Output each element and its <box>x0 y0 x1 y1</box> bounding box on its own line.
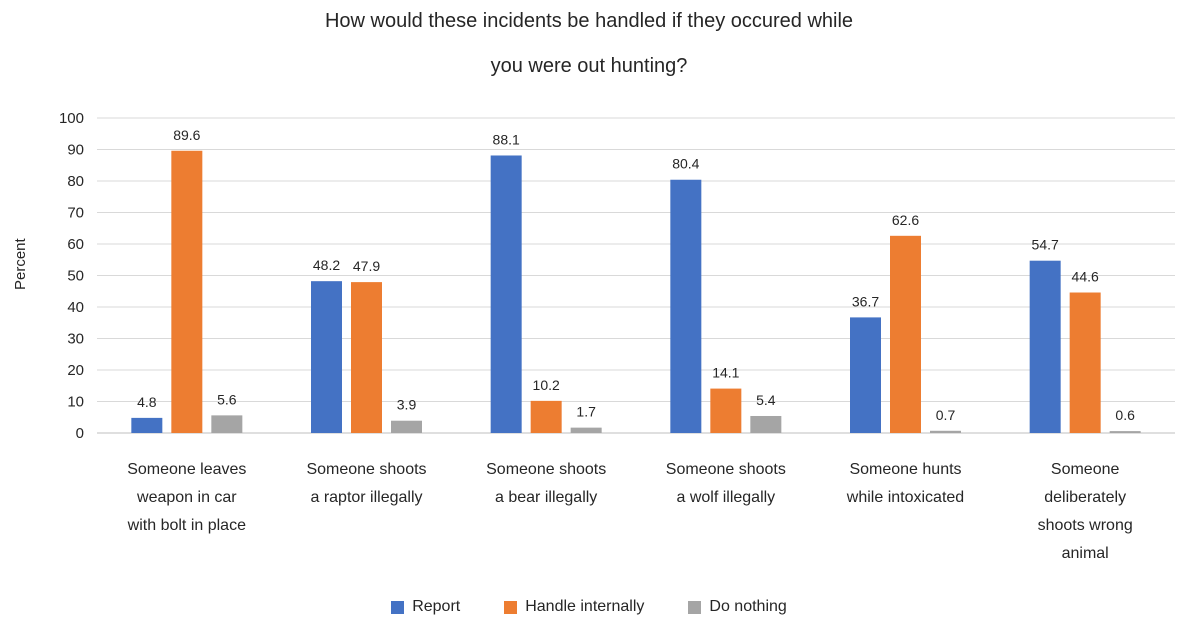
legend: Report Handle internally Do nothing <box>0 598 1178 616</box>
x-tick-label: with bolt in place <box>127 517 246 534</box>
data-label: 47.9 <box>353 258 380 274</box>
y-tick-label: 50 <box>67 268 84 285</box>
legend-label-do-nothing: Do nothing <box>709 598 787 615</box>
legend-label-handle-internally: Handle internally <box>525 598 645 615</box>
bar <box>171 150 203 433</box>
bar <box>710 388 742 433</box>
legend-swatch-do-nothing <box>688 600 702 614</box>
y-tick-label: 20 <box>67 362 84 379</box>
y-tick-label: 40 <box>67 299 84 316</box>
x-tick-label: a wolf illegally <box>676 489 775 506</box>
y-tick-label: 60 <box>67 236 84 253</box>
data-label: 1.7 <box>576 404 596 420</box>
bar <box>570 427 602 433</box>
data-label: 4.8 <box>137 394 157 410</box>
data-label: 3.9 <box>397 397 417 413</box>
bar <box>750 415 782 433</box>
x-tick-label: animal <box>1062 545 1109 562</box>
bar <box>490 155 522 434</box>
x-tick-label: Someone shoots <box>666 461 786 478</box>
x-tick-label: Someone leaves <box>127 461 246 478</box>
bar <box>1109 431 1141 433</box>
y-tick-label: 30 <box>67 331 84 348</box>
y-tick-label: 100 <box>59 110 84 127</box>
data-label: 88.1 <box>493 131 520 147</box>
data-label: 89.6 <box>173 127 200 143</box>
bar <box>311 281 342 433</box>
data-label: 54.7 <box>1032 237 1059 253</box>
data-label: 62.6 <box>892 212 919 228</box>
chart-title-line-1: How would these incidents be handled if … <box>324 10 854 32</box>
legend-item-report: Report <box>391 598 460 616</box>
data-label: 0.7 <box>936 407 956 423</box>
bar <box>1069 292 1101 433</box>
bar <box>211 415 243 433</box>
data-label: 44.6 <box>1072 269 1099 285</box>
x-tick-label: deliberately <box>1044 489 1126 506</box>
legend-swatch-report <box>391 600 405 614</box>
legend-item-handle-internally: Handle internally <box>504 598 644 616</box>
x-tick-label: Someone <box>1051 461 1120 478</box>
x-tick-label: while intoxicated <box>846 489 964 506</box>
data-label: 5.6 <box>217 391 237 407</box>
x-tick-label: shoots wrong <box>1038 517 1133 534</box>
bar <box>890 235 921 433</box>
bar <box>670 179 702 433</box>
chart-title-line-2: you were out hunting? <box>490 55 688 77</box>
bar <box>391 420 422 433</box>
bar <box>930 430 961 433</box>
bar <box>530 400 562 433</box>
y-tick-label: 0 <box>76 425 84 442</box>
y-tick-label: 90 <box>67 142 84 159</box>
x-tick-label: Someone shoots <box>306 461 426 478</box>
data-label: 80.4 <box>672 156 699 172</box>
y-tick-label: 10 <box>67 394 84 411</box>
legend-swatch-handle-internally <box>504 600 518 614</box>
data-label: 48.2 <box>313 257 340 273</box>
x-tick-label: Someone hunts <box>849 461 961 478</box>
legend-item-do-nothing: Do nothing <box>688 598 787 616</box>
data-label: 36.7 <box>852 293 879 309</box>
x-tick-label: Someone shoots <box>486 461 606 478</box>
data-label: 14.1 <box>712 365 739 381</box>
bar <box>850 317 881 433</box>
x-tick-label: weapon in car <box>136 489 237 506</box>
bar <box>351 282 382 433</box>
x-tick-label: a bear illegally <box>495 489 597 506</box>
legend-label-report: Report <box>412 598 461 615</box>
data-label: 10.2 <box>533 377 560 393</box>
y-tick-label: 80 <box>67 173 84 190</box>
y-tick-label: 70 <box>67 205 84 222</box>
data-label: 5.4 <box>756 392 776 408</box>
data-label: 0.6 <box>1115 407 1135 423</box>
bar <box>131 417 163 433</box>
x-tick-label: a raptor illegally <box>310 489 422 506</box>
bar <box>1029 260 1061 433</box>
